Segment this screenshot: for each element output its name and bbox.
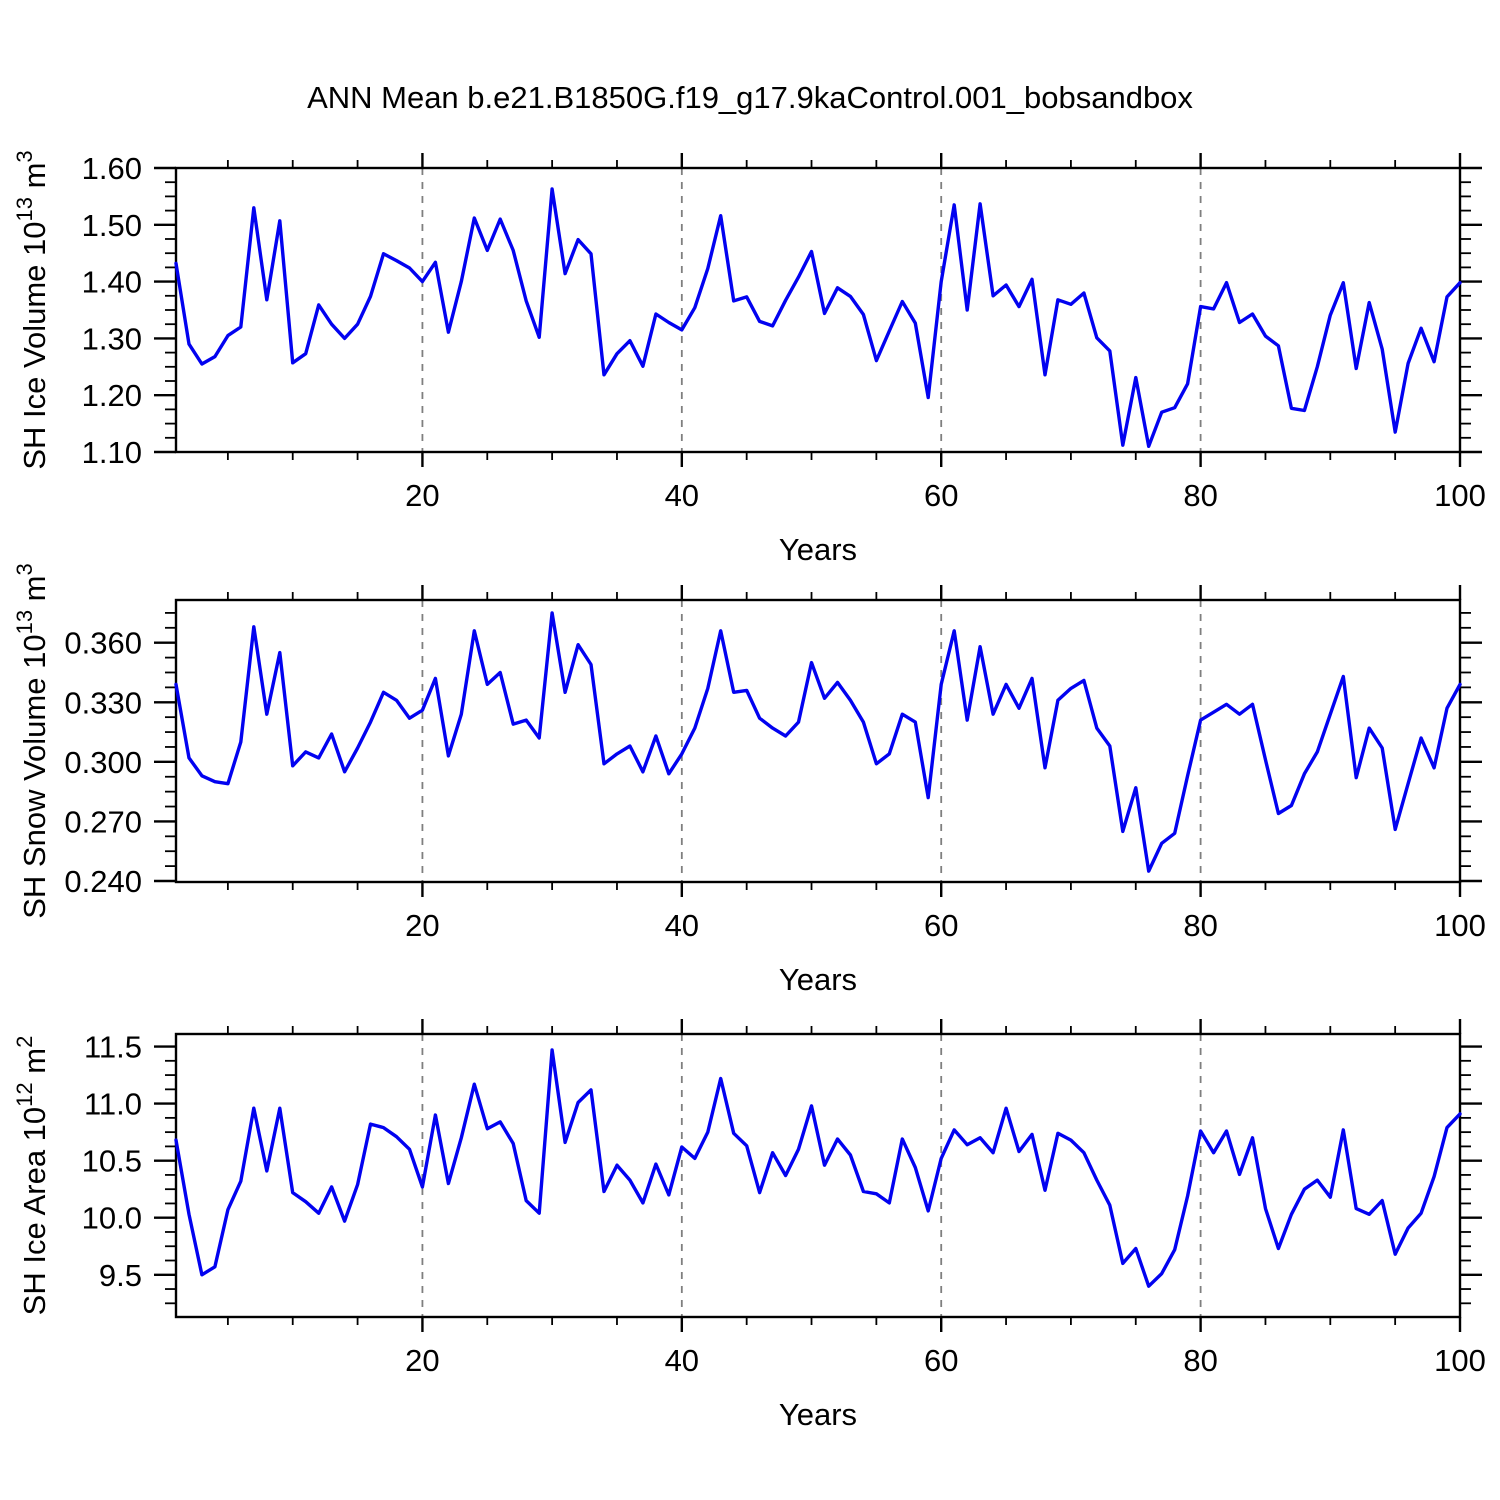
- chart-title: ANN Mean b.e21.B1850G.f19_g17.9kaControl…: [307, 80, 1193, 115]
- plot-frame: [174, 1032, 1462, 1319]
- x-tick-label: 80: [1183, 1343, 1217, 1378]
- y-tick-label: 1.60: [82, 151, 142, 186]
- x-tick-label: 20: [405, 478, 439, 513]
- plot-frame: [174, 166, 1462, 454]
- y-tick-label: 0.360: [64, 626, 142, 661]
- y-tick-label: 1.30: [82, 321, 142, 356]
- y-tick-label: 0.300: [64, 745, 142, 780]
- y-tick-label: 10.5: [82, 1144, 142, 1179]
- y-tick-label: 0.240: [64, 864, 142, 899]
- y-tick-label: 9.5: [99, 1258, 142, 1293]
- panel-sh-snow-volume: 0.240 0.270 0.300 0.330 0.360 20 40 60 80 100 Year…: [12, 563, 1486, 997]
- x-tick-label: 20: [405, 908, 439, 943]
- panel-sh-ice-volume: 1.10 1.20 1.30 1.40 1.50 1.60 20 40 60 80 100 Years…: [12, 150, 1486, 567]
- y-axis-title: SH Snow Volume 1013 m3: [12, 563, 52, 919]
- x-axis-title: Years: [779, 1397, 857, 1432]
- y-tick-label: 0.330: [64, 685, 142, 720]
- x-tick-label: 40: [665, 1343, 699, 1378]
- sh-snow-volume-series-line: [174, 611, 1462, 873]
- sh-ice-area-series-line: [174, 1048, 1462, 1288]
- y-tick-label: 1.10: [82, 435, 142, 470]
- x-tick-label: 80: [1183, 478, 1217, 513]
- y-tick-label: 0.270: [64, 804, 142, 839]
- x-axis-title: Years: [779, 962, 857, 997]
- y-axis-title: SH Ice Area 1012 m2: [12, 1036, 52, 1316]
- x-tick-label: 60: [924, 1343, 958, 1378]
- y-axis-title: SH Ice Volume 1013 m3: [12, 150, 52, 469]
- plot-frame: [174, 598, 1462, 884]
- y-tick-label: 10.0: [82, 1201, 142, 1236]
- x-tick-label: 60: [924, 908, 958, 943]
- y-tick-label: 1.40: [82, 265, 142, 300]
- x-axis-title: Years: [779, 532, 857, 567]
- x-tick-label: 20: [405, 1343, 439, 1378]
- y-tick-label: 11.0: [84, 1087, 142, 1122]
- sh-ice-volume-series-line: [174, 187, 1462, 448]
- y-tick-label: 11.5: [84, 1030, 142, 1065]
- x-tick-label: 80: [1183, 908, 1217, 943]
- x-tick-label: 40: [665, 908, 699, 943]
- x-tick-label: 100: [1434, 478, 1486, 513]
- x-tick-label: 100: [1434, 908, 1486, 943]
- x-tick-label: 100: [1434, 1343, 1486, 1378]
- x-tick-label: 60: [924, 478, 958, 513]
- panel-sh-ice-area: 9.5 10.0 10.5 11.0 11.5 20 40 60 80 100 Years SH Ic…: [12, 1019, 1486, 1432]
- y-tick-label: 1.20: [82, 378, 142, 413]
- y-tick-label: 1.50: [82, 208, 142, 243]
- x-tick-label: 40: [665, 478, 699, 513]
